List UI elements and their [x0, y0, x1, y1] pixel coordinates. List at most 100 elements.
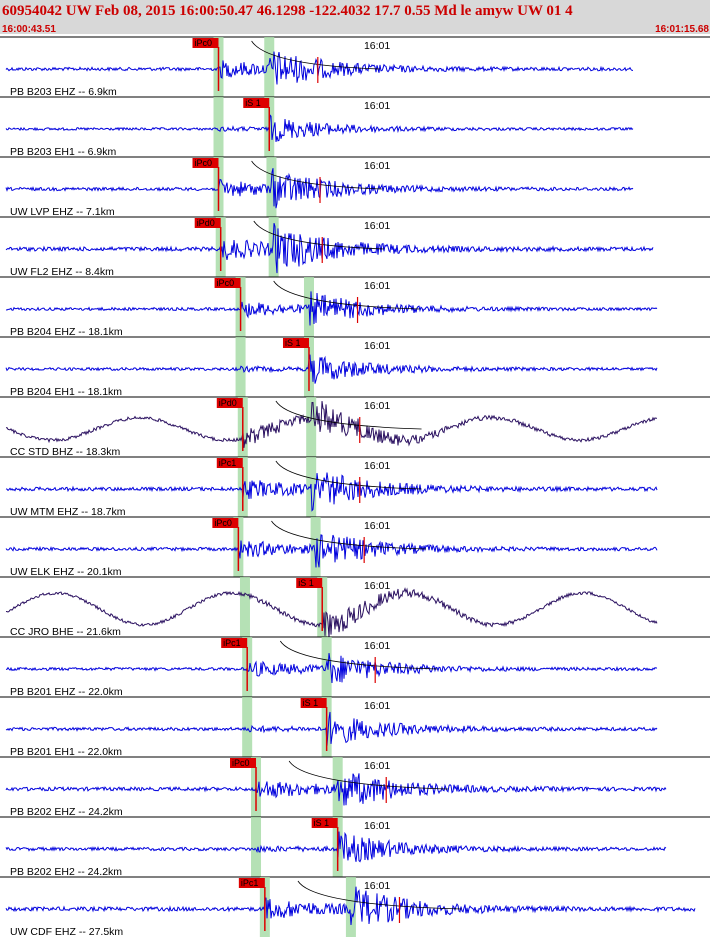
pick-label: iPc1 — [219, 458, 237, 468]
minute-tick-label: 16:01 — [364, 220, 390, 232]
coda-curve — [253, 220, 385, 250]
trace-panel: 16:01 iS 1 PB B202 EH2 -- 24.2km — [0, 816, 710, 878]
trace-panel: 16:01 iPc0 PB B202 EHZ -- 24.2km — [0, 756, 710, 818]
trace-panel: 16:01 iPc0 UW LVP EHZ -- 7.1km — [0, 156, 710, 218]
trace-panel: 16:01 iPc1 UW MTM EHZ -- 18.7km — [0, 456, 710, 518]
pick-label: iS 1 — [314, 818, 330, 828]
s-window — [345, 877, 356, 937]
pick-label-box — [192, 158, 219, 168]
pick-label: iPd0 — [219, 398, 237, 408]
pick-label-box — [282, 338, 309, 348]
trace-panel: 16:01 iS 1 PB B203 EH1 -- 6.9km — [0, 96, 710, 158]
waveform-trace — [5, 401, 658, 448]
s-window — [332, 757, 343, 817]
pick-label-box — [216, 398, 243, 408]
pick-label: iPd0 — [197, 218, 215, 228]
waveform-trace — [5, 472, 658, 512]
trace-panel: 16:01 iPc1 UW CDF EHZ -- 27.5km — [0, 876, 710, 938]
pick-label: iS 1 — [245, 98, 261, 108]
pick-label: iPc1 — [241, 878, 259, 888]
s-window — [268, 217, 279, 277]
minute-tick-label: 16:01 — [364, 820, 390, 832]
trace-panel: 16:01 iPd0 UW FL2 EHZ -- 8.4km — [0, 216, 710, 278]
waveform-trace — [5, 534, 658, 568]
waveform-trace — [5, 886, 696, 926]
waveform-trace — [5, 354, 658, 384]
pick-label-box — [243, 98, 270, 108]
pick-label-box — [296, 578, 323, 588]
station-label: CC STD BHZ -- 18.3km — [10, 446, 121, 458]
pick-label: iPc0 — [194, 158, 212, 168]
minute-tick-label: 16:01 — [364, 700, 390, 712]
station-label: UW MTM EHZ -- 18.7km — [10, 506, 126, 518]
pick-label-box — [221, 638, 248, 648]
trace-panel: 16:01 iS 1 CC JRO BHE -- 21.6km — [0, 576, 710, 638]
waveform-trace — [5, 222, 654, 274]
station-label: UW ELK EHZ -- 20.1km — [10, 566, 122, 578]
minute-tick-label: 16:01 — [364, 100, 390, 112]
waveform-trace — [5, 711, 658, 746]
trace-panel: 16:01 iPc1 PB B201 EHZ -- 22.0km — [0, 636, 710, 698]
station-label: UW CDF EHZ -- 27.5km — [10, 926, 123, 938]
waveform-trace — [5, 113, 634, 142]
trace-panel: 16:01 iS 1 PB B201 EH1 -- 22.0km — [0, 696, 710, 758]
minute-tick-label: 16:01 — [364, 160, 390, 172]
station-label: PB B202 EHZ -- 24.2km — [10, 806, 123, 818]
header-background — [0, 0, 710, 34]
s-window — [310, 517, 321, 577]
minute-tick-label: 16:01 — [364, 340, 390, 352]
trace-panels: 16:01 iPc0 PB B203 EHZ -- 6.9km 16:01 iS 1 PB… — [0, 36, 710, 938]
station-label: PB B201 EHZ -- 22.0km — [10, 686, 123, 698]
pick-label-box — [214, 278, 241, 288]
pick-label-box — [311, 818, 338, 828]
p-window — [239, 577, 250, 637]
header-start-time: 16:00:43.51 — [2, 24, 56, 35]
coda-curve — [275, 460, 422, 490]
coda-curve — [297, 880, 462, 910]
station-label: PB B203 EHZ -- 6.9km — [10, 86, 117, 98]
waveform-trace — [5, 587, 658, 638]
p-window — [213, 97, 224, 157]
pick-label: iPc0 — [232, 758, 250, 768]
coda-curve — [251, 160, 382, 190]
trace-panel: 16:01 iPc0 UW ELK EHZ -- 20.1km — [0, 516, 710, 578]
minute-tick-label: 16:01 — [364, 880, 390, 892]
station-label: PB B204 EHZ -- 18.1km — [10, 326, 123, 338]
station-label: PB B202 EH2 -- 24.2km — [10, 866, 122, 878]
waveform-trace — [5, 291, 658, 326]
s-window — [264, 37, 275, 97]
minute-tick-label: 16:01 — [364, 580, 390, 592]
station-label: UW LVP EHZ -- 7.1km — [10, 206, 115, 218]
station-label: CC JRO BHE -- 21.6km — [10, 626, 121, 638]
station-label: UW FL2 EHZ -- 8.4km — [10, 266, 114, 278]
pick-label-box — [216, 458, 243, 468]
trace-panel: 16:01 iPc0 PB B204 EHZ -- 18.1km — [0, 276, 710, 338]
pick-label: iS 1 — [298, 578, 314, 588]
pick-label-box — [194, 218, 221, 228]
pick-label-box — [300, 698, 327, 708]
pick-label: iPc1 — [223, 638, 241, 648]
minute-tick-label: 16:01 — [364, 460, 390, 472]
station-label: PB B203 EH1 -- 6.9km — [10, 146, 116, 158]
coda-curve — [251, 40, 380, 70]
minute-tick-label: 16:01 — [364, 280, 390, 292]
pick-label: iS 1 — [285, 338, 301, 348]
pick-label-box — [230, 758, 257, 768]
waveform-trace — [5, 653, 658, 684]
pick-label-box — [212, 518, 239, 528]
minute-tick-label: 16:01 — [364, 760, 390, 772]
pick-label: iPc0 — [194, 38, 212, 48]
p-window — [242, 697, 253, 757]
s-window — [321, 637, 332, 697]
minute-tick-label: 16:01 — [364, 40, 390, 52]
station-label: PB B204 EH1 -- 18.1km — [10, 386, 122, 398]
waveform-trace — [5, 51, 633, 85]
p-window — [251, 817, 262, 877]
minute-tick-label: 16:01 — [364, 640, 390, 652]
pick-label: iS 1 — [303, 698, 319, 708]
waveform-trace — [5, 831, 667, 863]
minute-tick-label: 16:01 — [364, 400, 390, 412]
coda-curve — [288, 760, 449, 790]
minute-tick-label: 16:01 — [364, 520, 390, 532]
